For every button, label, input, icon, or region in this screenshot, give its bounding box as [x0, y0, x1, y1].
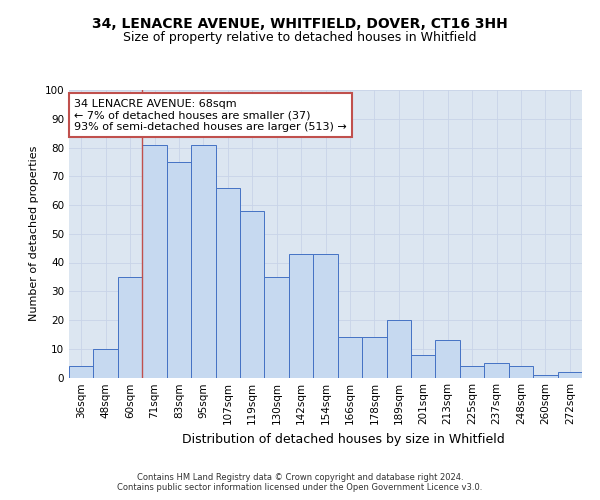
Text: 34, LENACRE AVENUE, WHITFIELD, DOVER, CT16 3HH: 34, LENACRE AVENUE, WHITFIELD, DOVER, CT… — [92, 18, 508, 32]
Bar — [557, 372, 582, 378]
Bar — [509, 366, 533, 378]
Bar — [460, 366, 484, 378]
Bar — [362, 337, 386, 378]
Text: 34 LENACRE AVENUE: 68sqm
← 7% of detached houses are smaller (37)
93% of semi-de: 34 LENACRE AVENUE: 68sqm ← 7% of detache… — [74, 98, 347, 132]
Bar — [436, 340, 460, 378]
Bar — [94, 349, 118, 378]
Bar — [533, 374, 557, 378]
Bar — [191, 144, 215, 378]
Bar — [240, 211, 265, 378]
Bar — [313, 254, 338, 378]
Bar — [167, 162, 191, 378]
Text: Contains public sector information licensed under the Open Government Licence v3: Contains public sector information licen… — [118, 484, 482, 492]
Text: Contains HM Land Registry data © Crown copyright and database right 2024.: Contains HM Land Registry data © Crown c… — [137, 472, 463, 482]
Bar — [484, 363, 509, 378]
Bar — [142, 144, 167, 378]
Text: Distribution of detached houses by size in Whitfield: Distribution of detached houses by size … — [182, 432, 505, 446]
Bar — [338, 337, 362, 378]
Bar — [118, 277, 142, 378]
Bar — [265, 277, 289, 378]
Bar — [386, 320, 411, 378]
Bar — [215, 188, 240, 378]
Bar — [289, 254, 313, 378]
Y-axis label: Number of detached properties: Number of detached properties — [29, 146, 39, 322]
Bar — [411, 354, 436, 378]
Text: Size of property relative to detached houses in Whitfield: Size of property relative to detached ho… — [123, 31, 477, 44]
Bar — [69, 366, 94, 378]
